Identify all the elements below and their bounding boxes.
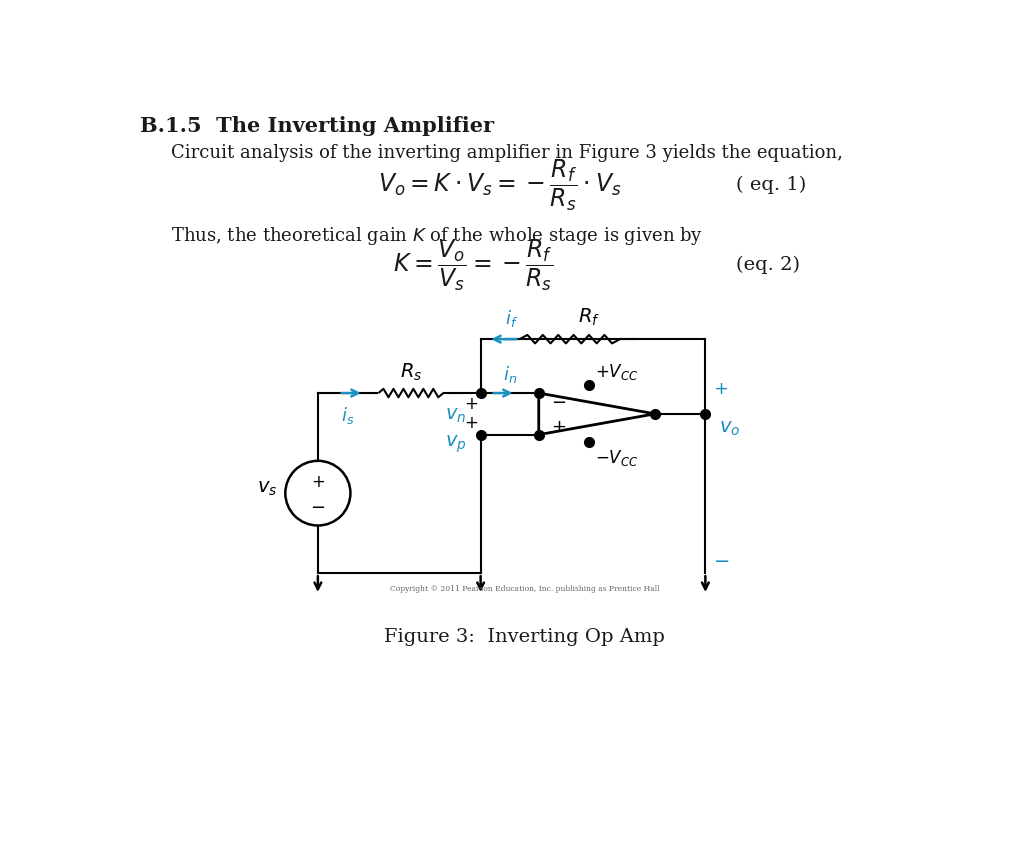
Text: $i_f$: $i_f$ [505, 309, 518, 329]
Text: $R_f$: $R_f$ [579, 307, 600, 328]
Text: $K = \dfrac{V_o}{V_s} = -\dfrac{R_f}{R_s}$: $K = \dfrac{V_o}{V_s} = -\dfrac{R_f}{R_s… [393, 237, 553, 293]
Text: Thus, the theoretical gain $K$ of the whole stage is given by: Thus, the theoretical gain $K$ of the wh… [171, 225, 702, 247]
Text: $v_o$: $v_o$ [719, 420, 740, 439]
Text: $-$: $-$ [713, 550, 729, 569]
Text: $+$: $+$ [464, 414, 478, 432]
Text: Figure 3:  Inverting Op Amp: Figure 3: Inverting Op Amp [384, 628, 666, 646]
Text: $v_p$: $v_p$ [445, 434, 467, 455]
Text: $+$: $+$ [714, 380, 728, 398]
Text: $-V_{CC}$: $-V_{CC}$ [595, 449, 639, 468]
Text: $+$: $+$ [311, 473, 325, 490]
Text: $+V_{CC}$: $+V_{CC}$ [595, 361, 639, 382]
Text: $+$: $+$ [464, 395, 478, 413]
Text: $v_s$: $v_s$ [257, 480, 278, 498]
Text: $i_s$: $i_s$ [341, 405, 354, 427]
Text: ( eq. 1): ( eq. 1) [736, 176, 807, 195]
Text: $R_s$: $R_s$ [399, 362, 422, 383]
Text: $-$: $-$ [551, 392, 565, 410]
Text: B.1.5  The Inverting Amplifier: B.1.5 The Inverting Amplifier [139, 116, 494, 136]
Text: $i_n$: $i_n$ [503, 365, 517, 385]
Text: (eq. 2): (eq. 2) [736, 256, 801, 275]
Text: $V_o = K \cdot V_s = -\dfrac{R_f}{R_s} \cdot V_s$: $V_o = K \cdot V_s = -\dfrac{R_f}{R_s} \… [378, 157, 622, 213]
Text: Circuit analysis of the inverting amplifier in Figure 3 yields the equation,: Circuit analysis of the inverting amplif… [171, 144, 843, 162]
Text: $-$: $-$ [310, 497, 326, 515]
Text: Copyright © 2011 Pearson Education, Inc. publishing as Prentice Hall: Copyright © 2011 Pearson Education, Inc.… [390, 585, 659, 592]
Text: $v_n$: $v_n$ [445, 407, 467, 425]
Text: $+$: $+$ [551, 418, 565, 436]
